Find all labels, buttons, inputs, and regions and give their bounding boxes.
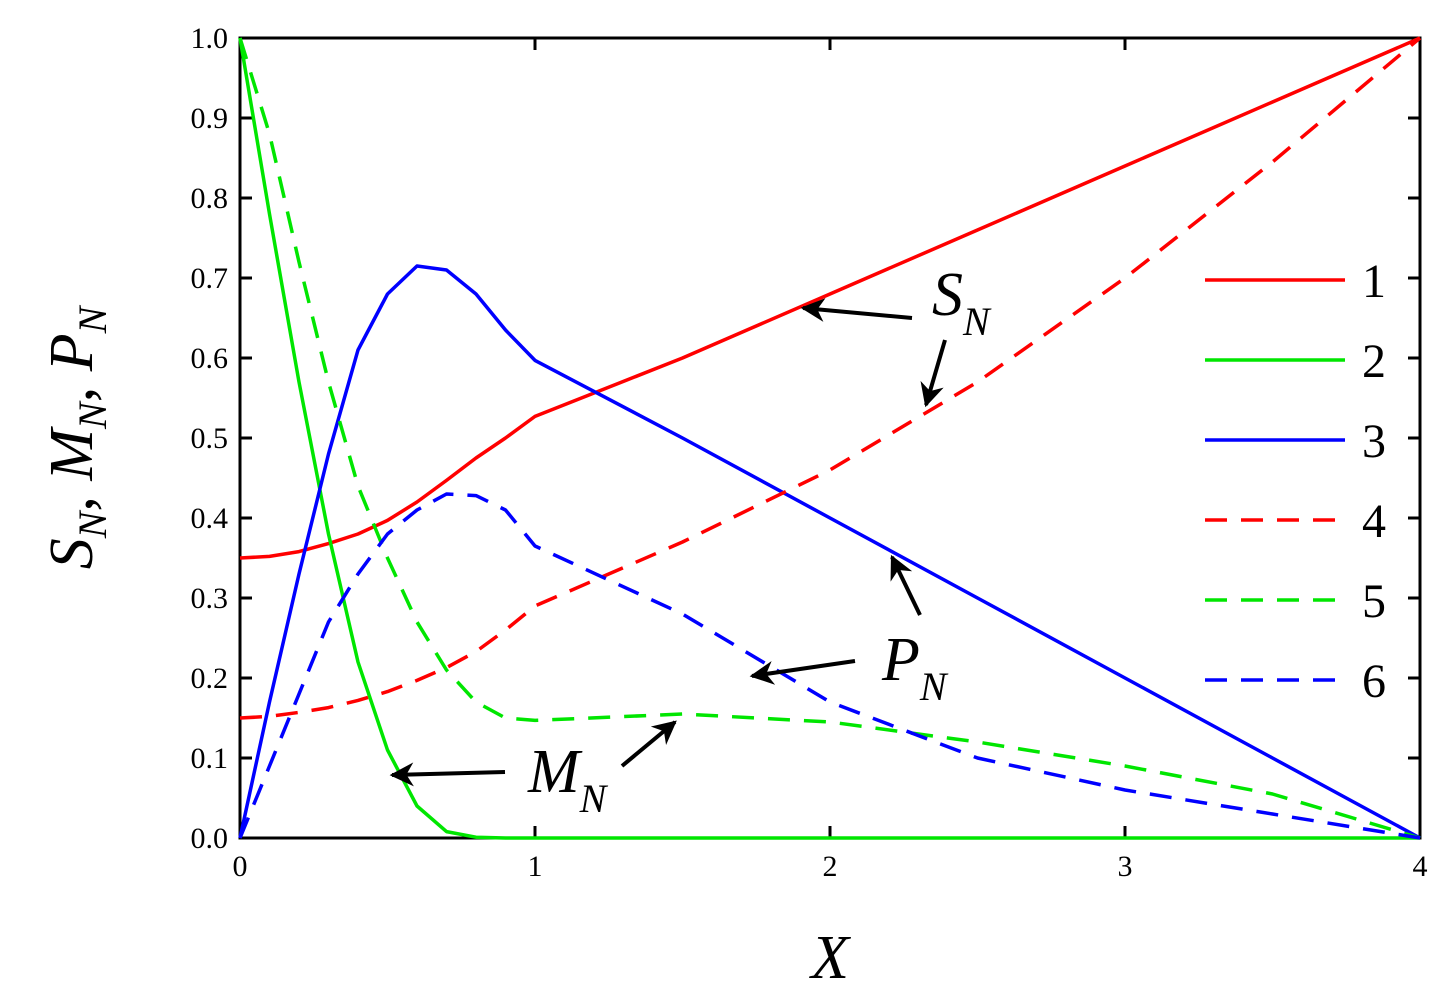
y-tick-label: 0.9	[191, 102, 229, 135]
annotation-arrow	[800, 298, 913, 322]
annotation-subscript: N	[919, 664, 949, 709]
series-line	[238, 37, 1420, 840]
annotation: MN	[527, 738, 609, 821]
annotation: SN	[932, 261, 992, 344]
annotation-symbol: M	[527, 738, 583, 806]
legend-label: 5	[1362, 575, 1386, 628]
y-axis-label-symbol: M	[38, 426, 106, 482]
legend-label: 6	[1362, 655, 1386, 708]
y-tick-label: 0.6	[191, 342, 229, 375]
annotation-subscript: N	[962, 299, 992, 344]
y-axis-label-subscript: N	[70, 304, 115, 334]
y-axis-label-subscript: N	[70, 509, 115, 539]
x-tick-label: 1	[528, 850, 543, 883]
series-line	[239, 36, 1422, 720]
x-tick-label: 2	[823, 850, 838, 883]
series-line	[239, 36, 1421, 560]
x-tick-label: 4	[1413, 850, 1428, 883]
y-tick-label: 0.1	[191, 742, 229, 775]
y-axis-label-subscript: N	[70, 400, 115, 430]
series-line	[238, 264, 1421, 840]
x-tick-label: 0	[233, 850, 248, 883]
annotation-arrow	[920, 339, 947, 408]
y-tick-label: 0.0	[191, 822, 229, 855]
annotation-symbol: S	[932, 261, 963, 329]
legend-label: 3	[1362, 415, 1386, 468]
legend-label: 2	[1362, 335, 1386, 388]
annotation-arrow	[749, 659, 856, 685]
series-line	[238, 37, 1421, 840]
legend-label: 4	[1362, 495, 1386, 548]
y-tick-label: 0.4	[191, 502, 229, 535]
y-tick-label: 0.5	[191, 422, 229, 455]
annotation-arrow	[620, 720, 677, 768]
y-axis-label-symbol: S	[38, 538, 106, 569]
annotation: PN	[881, 626, 949, 709]
annotation-arrow	[890, 554, 922, 616]
legend-label: 1	[1362, 255, 1386, 308]
plot-frame	[238, 36, 1422, 840]
series-line	[238, 492, 1421, 840]
x-axis-label: X	[808, 924, 851, 992]
annotation-subscript: N	[579, 776, 609, 821]
y-axis-label-separator: ,	[38, 481, 106, 512]
annotation-symbol: P	[881, 626, 920, 694]
y-axis-label: SN, MN, PN	[38, 304, 115, 569]
y-axis-label-separator: ,	[38, 371, 106, 402]
y-tick-label: 0.7	[191, 262, 229, 295]
y-tick-label: 0.3	[191, 582, 229, 615]
y-axis-label-symbol: P	[38, 333, 106, 372]
y-tick-label: 1.0	[191, 22, 229, 55]
y-tick-label: 0.2	[191, 662, 229, 695]
annotation-arrow	[389, 762, 506, 787]
x-tick-label: 3	[1118, 850, 1133, 883]
y-tick-label: 0.8	[191, 182, 229, 215]
